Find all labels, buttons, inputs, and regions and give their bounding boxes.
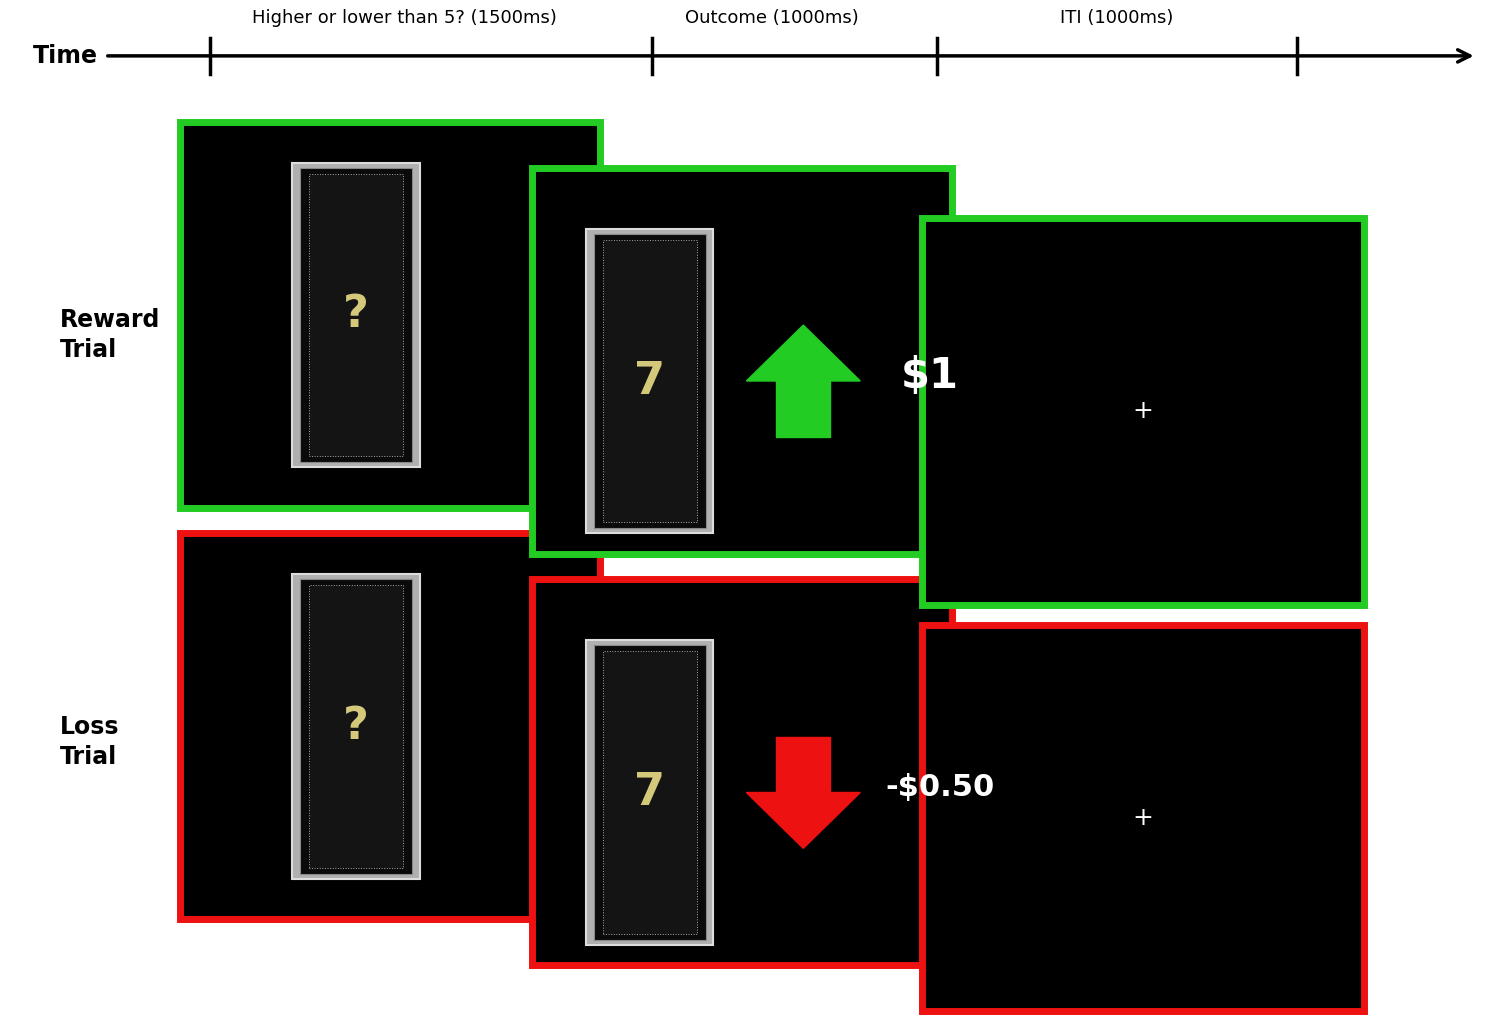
Bar [532,168,952,554]
Polygon shape [776,381,830,437]
Text: Time: Time [33,44,97,68]
Text: Loss
Trial: Loss Trial [60,715,120,768]
Bar [603,651,697,934]
Bar [309,585,403,868]
Bar [180,122,600,508]
Bar [300,579,412,874]
Bar [300,168,412,462]
Bar [180,533,600,919]
Text: ?: ? [343,705,369,748]
Bar [922,218,1364,605]
Bar [594,234,706,528]
Text: -$0.50: -$0.50 [886,773,995,802]
Text: Higher or lower than 5? (1500ms): Higher or lower than 5? (1500ms) [252,9,558,27]
Bar [532,579,952,965]
Bar [292,574,420,879]
Text: $1: $1 [901,355,959,397]
Text: +: + [1133,399,1153,424]
Text: +: + [1133,806,1153,830]
Text: Outcome (1000ms): Outcome (1000ms) [685,9,859,27]
Polygon shape [776,737,830,792]
Text: 7: 7 [634,360,666,402]
Bar [586,229,714,533]
Text: Reward
Trial: Reward Trial [60,309,160,362]
Text: 7: 7 [634,771,666,814]
Text: ITI (1000ms): ITI (1000ms) [1060,9,1174,27]
Bar [292,163,420,467]
Polygon shape [747,792,860,848]
Bar [594,645,706,940]
Polygon shape [747,325,860,381]
Bar [309,174,403,456]
Bar [603,240,697,522]
Bar [586,640,714,945]
Text: ?: ? [343,294,369,336]
Bar [922,625,1364,1011]
